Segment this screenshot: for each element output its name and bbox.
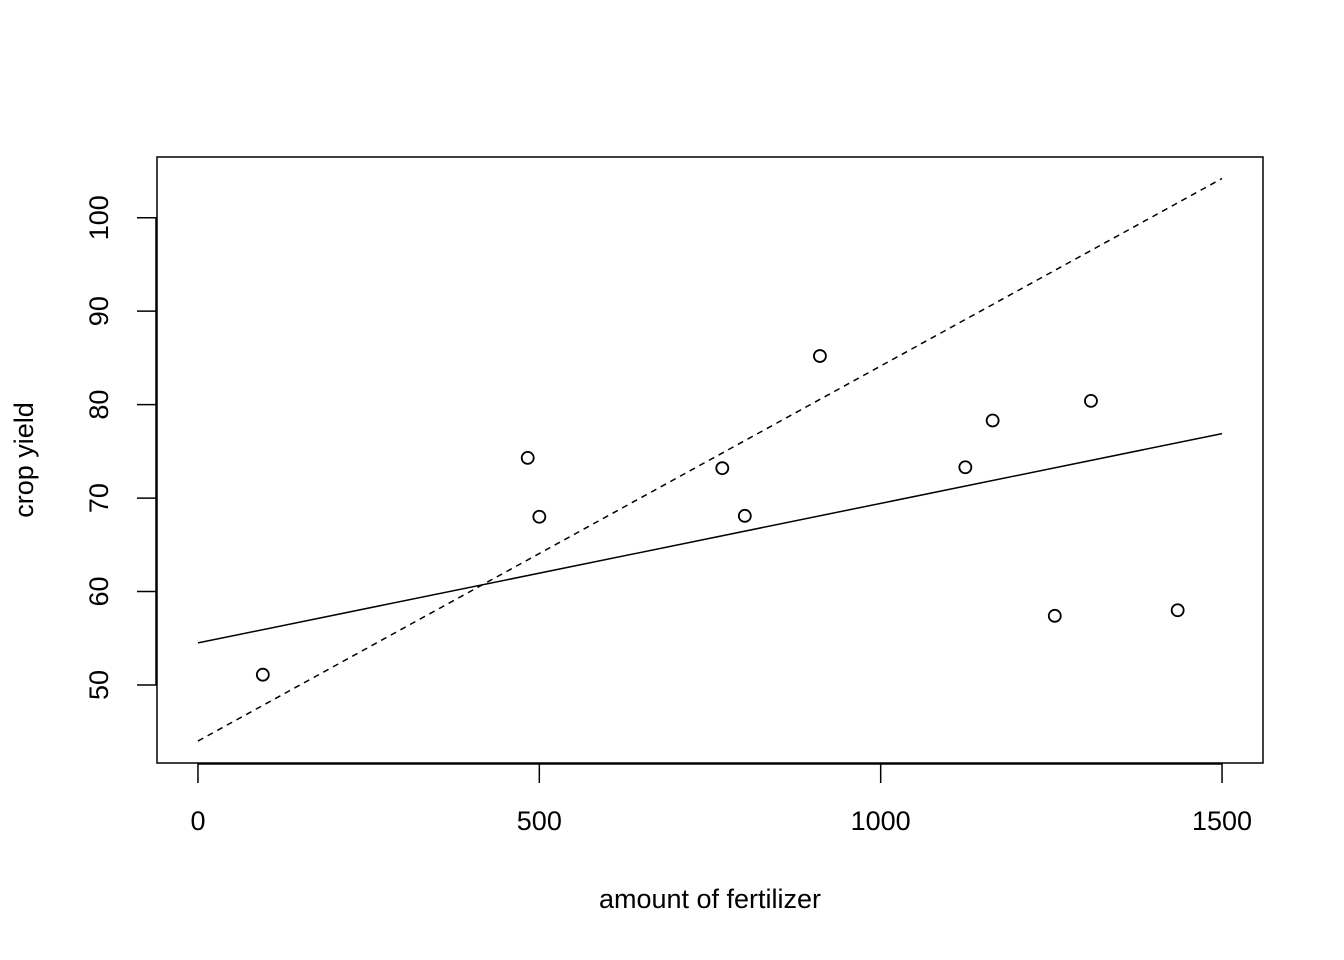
x-tick-label: 1500 xyxy=(1192,806,1252,836)
y-tick-label: 70 xyxy=(84,483,114,513)
x-axis-label: amount of fertilizer xyxy=(599,884,821,914)
data-point xyxy=(1084,393,1098,408)
data-point xyxy=(813,349,827,363)
fit-line xyxy=(197,177,1223,742)
data-point xyxy=(958,460,973,475)
y-tick-label: 50 xyxy=(84,670,114,700)
data-point xyxy=(532,509,547,524)
data-point xyxy=(255,667,270,682)
plot-frame xyxy=(156,156,1264,764)
x-tick-label: 0 xyxy=(190,806,205,836)
y-tick-label: 80 xyxy=(84,390,114,420)
data-point xyxy=(1170,603,1185,618)
data-point xyxy=(1047,608,1062,623)
y-tick-label: 60 xyxy=(84,577,114,607)
data-point xyxy=(737,508,752,523)
data-point xyxy=(715,461,730,476)
y-axis-label: crop yield xyxy=(9,402,39,518)
y-tick-label: 100 xyxy=(84,195,114,240)
x-tick-label: 1000 xyxy=(851,806,911,836)
x-tick-label: 500 xyxy=(517,806,562,836)
fit-line xyxy=(197,432,1223,644)
data-point xyxy=(520,450,535,465)
data-point xyxy=(985,413,1000,428)
y-tick-label: 90 xyxy=(84,296,114,326)
